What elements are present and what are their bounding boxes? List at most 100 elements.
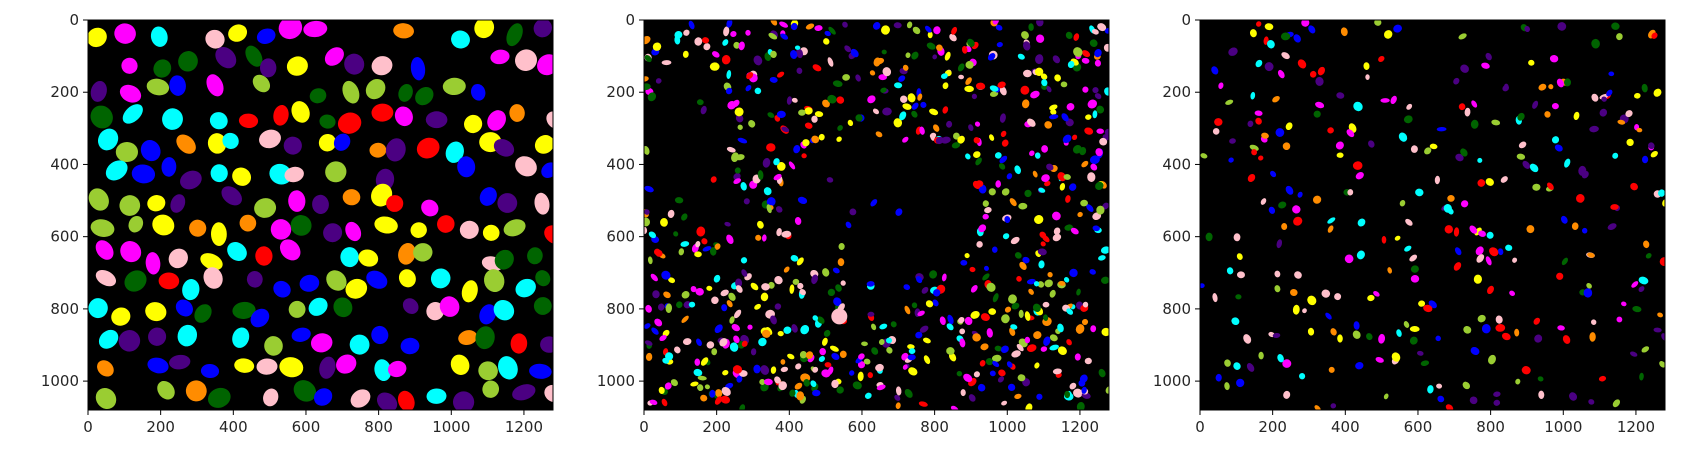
cell-mask bbox=[810, 380, 817, 388]
cell-mask bbox=[1011, 350, 1021, 358]
cell-mask bbox=[1659, 361, 1665, 368]
cell-mask bbox=[1469, 225, 1478, 234]
cell-mask bbox=[140, 140, 161, 162]
cell-mask bbox=[968, 124, 974, 131]
cell-mask bbox=[1556, 272, 1564, 280]
cell-mask bbox=[850, 48, 859, 58]
cell-mask bbox=[345, 221, 362, 242]
cell-mask bbox=[797, 196, 808, 204]
cell-mask bbox=[980, 343, 989, 351]
cell-mask bbox=[866, 281, 875, 287]
cell-mask bbox=[1621, 301, 1627, 307]
cell-mask bbox=[176, 134, 196, 154]
cell-mask bbox=[1415, 188, 1424, 197]
cell-mask bbox=[817, 316, 825, 324]
cell-mask bbox=[221, 186, 242, 206]
cell-mask bbox=[1249, 29, 1257, 38]
cell-mask bbox=[965, 153, 971, 160]
cell-mask bbox=[1020, 85, 1030, 95]
cell-mask bbox=[799, 289, 806, 296]
cell-mask bbox=[308, 297, 328, 316]
cell-mask bbox=[959, 328, 966, 335]
cell-mask bbox=[1281, 52, 1290, 60]
cell-mask bbox=[1096, 105, 1105, 114]
cell-mask bbox=[970, 285, 978, 293]
cell-mask bbox=[949, 33, 957, 42]
cell-mask bbox=[1087, 99, 1098, 109]
cell-mask bbox=[833, 297, 842, 307]
cell-mask bbox=[1340, 27, 1348, 37]
cell-mask bbox=[189, 219, 207, 237]
cell-mask bbox=[1052, 233, 1062, 242]
cell-mask bbox=[696, 99, 704, 106]
cell-mask bbox=[120, 241, 142, 263]
cell-mask bbox=[970, 310, 980, 319]
cell-mask bbox=[1560, 215, 1568, 224]
cell-mask bbox=[694, 358, 701, 366]
cell-mask bbox=[780, 33, 789, 40]
cell-mask bbox=[1046, 163, 1054, 171]
cell-mask bbox=[723, 26, 730, 37]
cell-mask bbox=[239, 214, 257, 232]
cell-mask bbox=[886, 347, 893, 354]
cell-mask bbox=[1641, 83, 1648, 93]
cell-mask bbox=[1089, 39, 1098, 47]
cell-mask bbox=[982, 200, 989, 207]
cell-mask bbox=[1087, 172, 1096, 182]
x-tick-label: 600 bbox=[1404, 418, 1433, 436]
cell-mask bbox=[1518, 141, 1527, 149]
cell-mask bbox=[1464, 107, 1471, 117]
cell-mask bbox=[497, 193, 518, 213]
cell-mask bbox=[98, 329, 119, 349]
cell-mask bbox=[796, 67, 803, 74]
cell-mask bbox=[169, 75, 186, 96]
cell-mask bbox=[1081, 386, 1087, 394]
cell-mask bbox=[673, 231, 679, 237]
cell-mask bbox=[1073, 47, 1083, 57]
cell-mask bbox=[1069, 268, 1078, 278]
cell-mask bbox=[1573, 111, 1580, 121]
cell-mask bbox=[1268, 206, 1276, 214]
cell-mask bbox=[971, 93, 978, 100]
cell-mask bbox=[978, 224, 987, 233]
cell-mask bbox=[1066, 339, 1072, 346]
cell-mask bbox=[1069, 183, 1077, 191]
cell-mask bbox=[694, 251, 702, 258]
cell-mask bbox=[111, 307, 131, 326]
cell-mask bbox=[1473, 274, 1483, 284]
cell-mask bbox=[803, 379, 810, 387]
cell-mask bbox=[1638, 276, 1649, 285]
cell-mask bbox=[1598, 375, 1607, 382]
cell-mask bbox=[663, 291, 671, 299]
cell-mask bbox=[1002, 233, 1010, 240]
cell-mask bbox=[730, 30, 737, 38]
cell-mask bbox=[1283, 390, 1291, 399]
cell-mask bbox=[349, 334, 370, 355]
cell-mask bbox=[1344, 254, 1354, 264]
cell-mask bbox=[674, 35, 681, 45]
cell-mask bbox=[1067, 60, 1075, 69]
cell-mask bbox=[1611, 22, 1620, 30]
cell-mask bbox=[811, 135, 820, 144]
cell-mask bbox=[899, 111, 907, 121]
cell-mask bbox=[795, 48, 804, 59]
cell-mask bbox=[1477, 179, 1486, 187]
cell-mask bbox=[1101, 327, 1109, 337]
cell-mask bbox=[200, 253, 223, 271]
cell-mask bbox=[662, 329, 670, 337]
cell-mask bbox=[1084, 357, 1092, 365]
cell-mask bbox=[967, 38, 975, 47]
cell-mask bbox=[902, 364, 908, 370]
cell-mask bbox=[1011, 302, 1020, 310]
cell-mask bbox=[259, 129, 281, 149]
cell-mask bbox=[1460, 148, 1468, 157]
cell-mask bbox=[1089, 269, 1096, 275]
cell-mask bbox=[695, 241, 701, 248]
cell-mask bbox=[1041, 174, 1050, 182]
cell-mask bbox=[1100, 246, 1109, 254]
cell-mask bbox=[814, 111, 824, 118]
cell-mask bbox=[997, 81, 1006, 89]
cell-mask bbox=[779, 21, 788, 28]
cell-mask bbox=[313, 388, 333, 406]
cell-mask bbox=[973, 137, 980, 144]
